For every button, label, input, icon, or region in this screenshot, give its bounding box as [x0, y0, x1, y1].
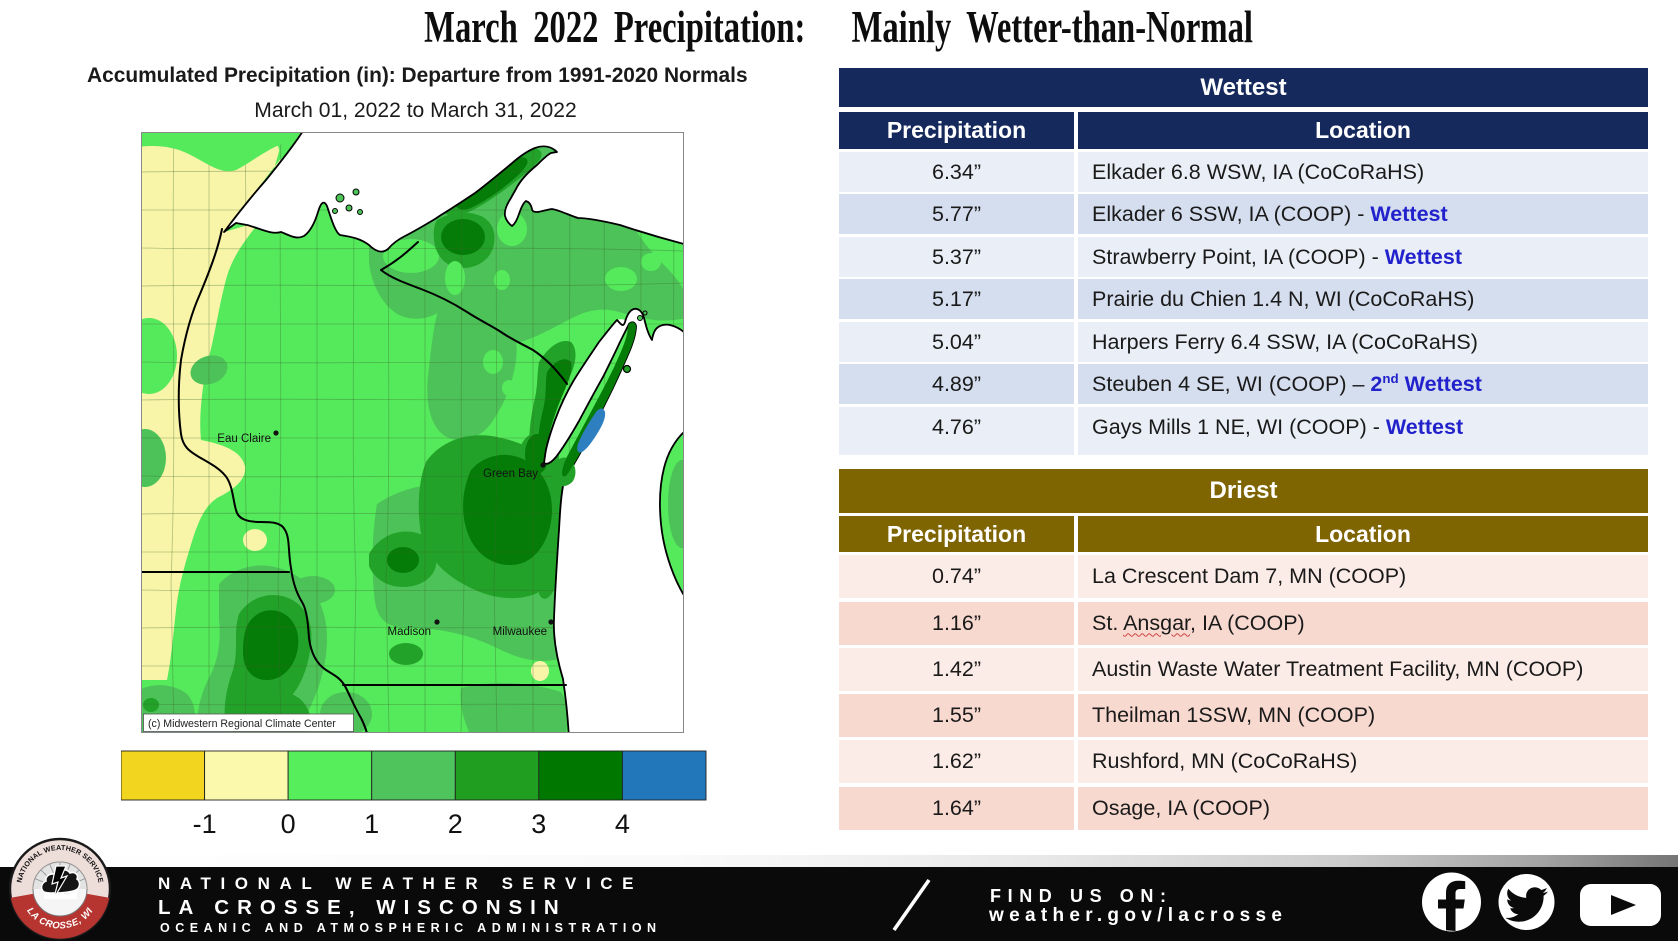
svg-text:0: 0	[281, 809, 296, 839]
svg-text:4: 4	[615, 809, 630, 839]
svg-text:Milwaukee: Milwaukee	[493, 626, 547, 638]
svg-text:3: 3	[531, 809, 546, 839]
svg-text:2: 2	[448, 809, 463, 839]
svg-text:Green Bay: Green Bay	[483, 468, 538, 480]
svg-text:Madison: Madison	[388, 626, 431, 638]
svg-text:1: 1	[364, 809, 379, 839]
svg-text:-1: -1	[193, 809, 217, 839]
svg-text:Eau Claire: Eau Claire	[217, 433, 271, 445]
svg-text:(c) Midwestern Regional Climat: (c) Midwestern Regional Climate Center	[148, 718, 336, 730]
